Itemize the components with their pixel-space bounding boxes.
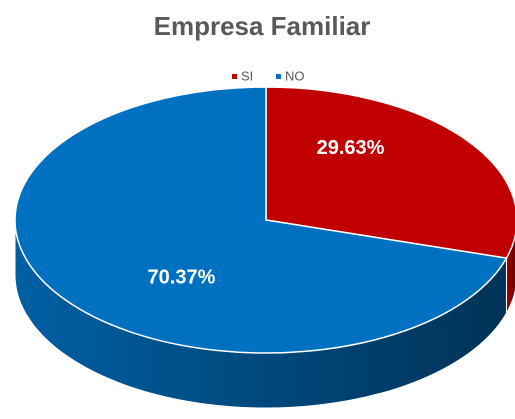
data-labels: 29.63% 70.37% [148, 137, 385, 289]
slice [265, 86, 515, 259]
data-label: 70.37% [148, 267, 216, 289]
legend-swatch [276, 74, 281, 79]
legend-label: SI [241, 68, 253, 83]
slice [14, 86, 508, 354]
pie-tops [14, 86, 515, 354]
chart-title: Empresa Familiar [154, 11, 371, 41]
legend-swatch [232, 74, 237, 79]
data-label: 29.63% [317, 137, 385, 159]
legend: SI NO [232, 68, 305, 83]
legend-label: NO [285, 68, 305, 83]
